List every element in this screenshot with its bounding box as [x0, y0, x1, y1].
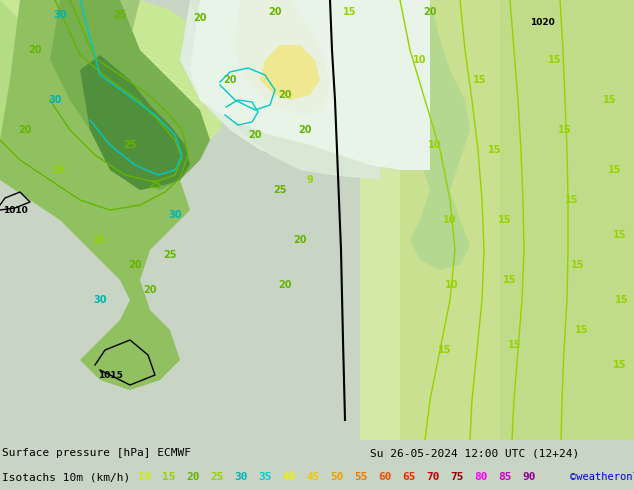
Text: 90: 90 — [522, 472, 536, 482]
Text: 15: 15 — [548, 55, 562, 65]
Text: 10: 10 — [413, 55, 427, 65]
Polygon shape — [190, 0, 380, 180]
Text: 9: 9 — [307, 175, 313, 185]
Text: 30: 30 — [168, 210, 182, 220]
Polygon shape — [500, 0, 634, 440]
Text: 25: 25 — [123, 140, 137, 150]
Polygon shape — [260, 45, 320, 100]
Text: 30: 30 — [48, 95, 61, 105]
Text: 80: 80 — [474, 472, 488, 482]
Polygon shape — [235, 0, 330, 115]
Polygon shape — [80, 55, 190, 190]
Text: 55: 55 — [354, 472, 368, 482]
Text: 15: 15 — [571, 260, 585, 270]
Text: 1010: 1010 — [3, 205, 27, 215]
Text: 70: 70 — [426, 472, 439, 482]
Text: 15: 15 — [53, 165, 67, 175]
Text: 20: 20 — [298, 125, 312, 135]
Text: Surface pressure [hPa] ECMWF: Surface pressure [hPa] ECMWF — [2, 448, 191, 458]
Text: ©weatheronline.co.uk: ©weatheronline.co.uk — [570, 472, 634, 482]
Polygon shape — [360, 0, 634, 440]
Text: 20: 20 — [268, 7, 281, 17]
Text: 25: 25 — [163, 250, 177, 260]
Text: 20: 20 — [29, 45, 42, 55]
Text: 15: 15 — [438, 345, 452, 355]
Text: 20: 20 — [143, 285, 157, 295]
Text: 1015: 1015 — [98, 370, 122, 379]
Text: 20: 20 — [294, 235, 307, 245]
Text: 15: 15 — [613, 230, 627, 240]
Text: 30: 30 — [53, 10, 67, 20]
Polygon shape — [0, 0, 230, 180]
Text: 15: 15 — [503, 275, 517, 285]
Polygon shape — [50, 0, 210, 190]
Text: 35: 35 — [258, 472, 271, 482]
Text: 15: 15 — [559, 125, 572, 135]
Polygon shape — [180, 0, 400, 180]
Text: Isotachs 10m (km/h): Isotachs 10m (km/h) — [2, 472, 130, 482]
Text: 15: 15 — [608, 165, 622, 175]
Text: 10: 10 — [138, 472, 152, 482]
Text: 40: 40 — [282, 472, 295, 482]
Text: 25: 25 — [113, 10, 127, 20]
Text: 15: 15 — [575, 325, 589, 335]
Text: 45: 45 — [306, 472, 320, 482]
Text: 15: 15 — [162, 472, 176, 482]
Text: 20: 20 — [424, 7, 437, 17]
Text: 25: 25 — [273, 185, 287, 195]
Text: 20: 20 — [223, 75, 236, 85]
Text: 15: 15 — [615, 295, 629, 305]
Text: 15: 15 — [613, 360, 627, 370]
Text: 15: 15 — [508, 340, 522, 350]
Text: 20: 20 — [186, 472, 200, 482]
Text: 85: 85 — [498, 472, 512, 482]
Text: 60: 60 — [378, 472, 392, 482]
Text: 20: 20 — [278, 90, 292, 100]
Text: 20: 20 — [18, 125, 32, 135]
Text: 25: 25 — [210, 472, 224, 482]
Polygon shape — [400, 0, 634, 440]
Polygon shape — [190, 0, 430, 170]
Text: 15: 15 — [488, 145, 501, 155]
Text: 20: 20 — [193, 13, 207, 23]
Text: 20: 20 — [278, 280, 292, 290]
Text: 30: 30 — [93, 295, 107, 305]
Text: 15: 15 — [93, 235, 107, 245]
Text: 50: 50 — [330, 472, 344, 482]
Text: 10: 10 — [443, 215, 456, 225]
Text: 25: 25 — [148, 180, 162, 190]
Text: Su 26-05-2024 12:00 UTC (12+24): Su 26-05-2024 12:00 UTC (12+24) — [370, 448, 579, 458]
Text: 65: 65 — [402, 472, 415, 482]
Text: 15: 15 — [566, 195, 579, 205]
Text: 15: 15 — [473, 75, 487, 85]
Text: 30: 30 — [234, 472, 247, 482]
Text: 20: 20 — [249, 130, 262, 140]
Polygon shape — [0, 0, 140, 90]
Polygon shape — [340, 0, 470, 270]
Polygon shape — [0, 0, 110, 220]
Text: 15: 15 — [603, 95, 617, 105]
Text: 15: 15 — [498, 215, 512, 225]
Text: 1020: 1020 — [529, 18, 554, 26]
Text: 10: 10 — [428, 140, 442, 150]
Polygon shape — [0, 0, 190, 390]
Text: 75: 75 — [450, 472, 463, 482]
Text: 10: 10 — [445, 280, 459, 290]
Text: 20: 20 — [128, 260, 142, 270]
Text: 15: 15 — [343, 7, 357, 17]
